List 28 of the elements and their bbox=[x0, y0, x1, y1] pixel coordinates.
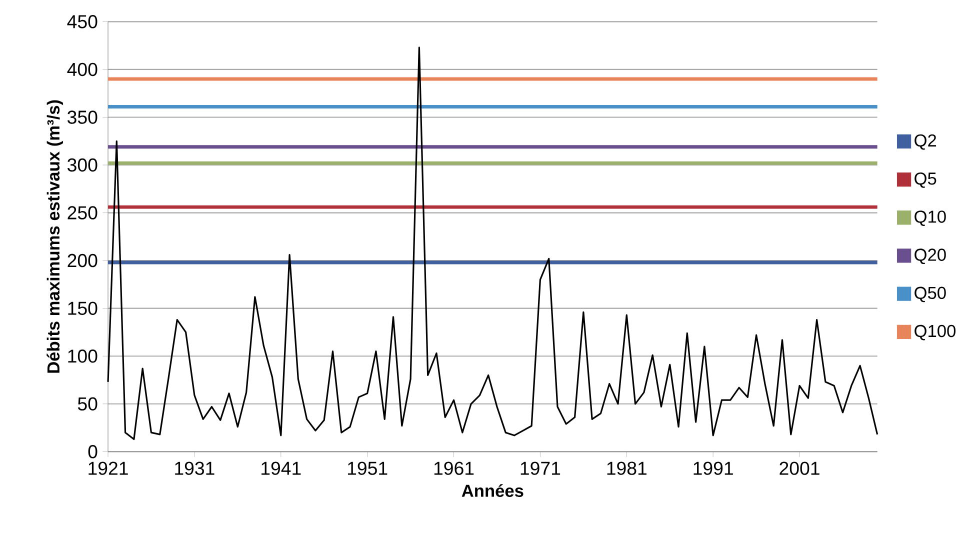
legend-label: Q2 bbox=[914, 134, 936, 150]
line-series bbox=[107, 46, 878, 440]
y-tick-label: 200 bbox=[68, 254, 98, 268]
legend-label: Q50 bbox=[914, 286, 946, 302]
y-tick-label: 250 bbox=[68, 206, 98, 220]
y-tick-label: 50 bbox=[78, 397, 98, 411]
y-tick-label: 400 bbox=[67, 62, 98, 76]
x-tick-label: 1941 bbox=[262, 462, 301, 475]
legend-label: Q10 bbox=[914, 210, 946, 226]
y-tick-label: 450 bbox=[67, 15, 98, 28]
y-tick-label: 100 bbox=[68, 349, 98, 363]
x-tick-label: 1921 bbox=[88, 462, 128, 475]
legend-label: Q100 bbox=[914, 324, 956, 340]
x-tick-label: 1931 bbox=[175, 462, 214, 475]
y-tick-label: 150 bbox=[68, 302, 98, 315]
x-tick-label: 1961 bbox=[434, 462, 474, 475]
y-tick-label: 300 bbox=[68, 158, 98, 172]
x-tick-label: 1951 bbox=[348, 462, 388, 475]
y-tick-label: 350 bbox=[68, 110, 98, 124]
legend-label: Q20 bbox=[914, 248, 946, 264]
y-tick-label: 0 bbox=[88, 445, 98, 458]
x-axis-title: Années bbox=[462, 484, 524, 497]
x-tick-label: 1971 bbox=[520, 462, 560, 475]
x-tick-label: 1991 bbox=[694, 462, 733, 475]
y-axis-title: Débits maximums estivaux (m³/s) bbox=[46, 100, 63, 373]
legend-label: Q5 bbox=[914, 172, 936, 188]
x-tick-label: 1981 bbox=[607, 462, 646, 475]
x-tick-label: 2001 bbox=[780, 462, 820, 475]
